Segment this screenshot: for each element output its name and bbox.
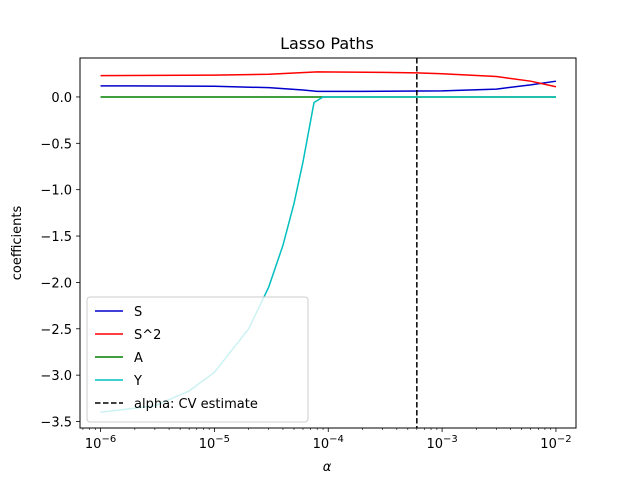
- legend-label: A: [134, 351, 143, 366]
- chart-title: Lasso Paths: [280, 34, 374, 53]
- legend-label: S: [134, 305, 142, 320]
- y-tick-label: −3.5: [40, 416, 72, 431]
- x-tick-label: 10−4: [313, 434, 344, 452]
- legend-box: [86, 296, 309, 423]
- legend-label: S^2: [134, 328, 161, 343]
- y-tick-label: −1.5: [40, 230, 72, 245]
- series-line-s: [100, 80, 557, 93]
- y-tick-label: −2.5: [40, 323, 72, 338]
- y-tick-label: −2.0: [40, 276, 72, 291]
- y-tick-label: 0.0: [51, 91, 72, 106]
- y-axis-label: coefficients: [10, 206, 25, 281]
- series-line-s-2: [100, 71, 557, 88]
- y-tick-label: −3.0: [40, 369, 72, 384]
- y-tick-label: −0.5: [40, 137, 72, 152]
- legend-label: Y: [133, 374, 142, 389]
- y-tick-label: −1.0: [40, 184, 72, 199]
- x-tick-label: 10−6: [85, 434, 116, 452]
- x-axis-label: α: [323, 460, 332, 475]
- x-tick-label: 10−5: [199, 434, 230, 452]
- legend-label: alpha: CV estimate: [134, 397, 258, 412]
- x-tick-label: 10−3: [426, 434, 457, 452]
- x-tick-label: 10−2: [540, 434, 571, 452]
